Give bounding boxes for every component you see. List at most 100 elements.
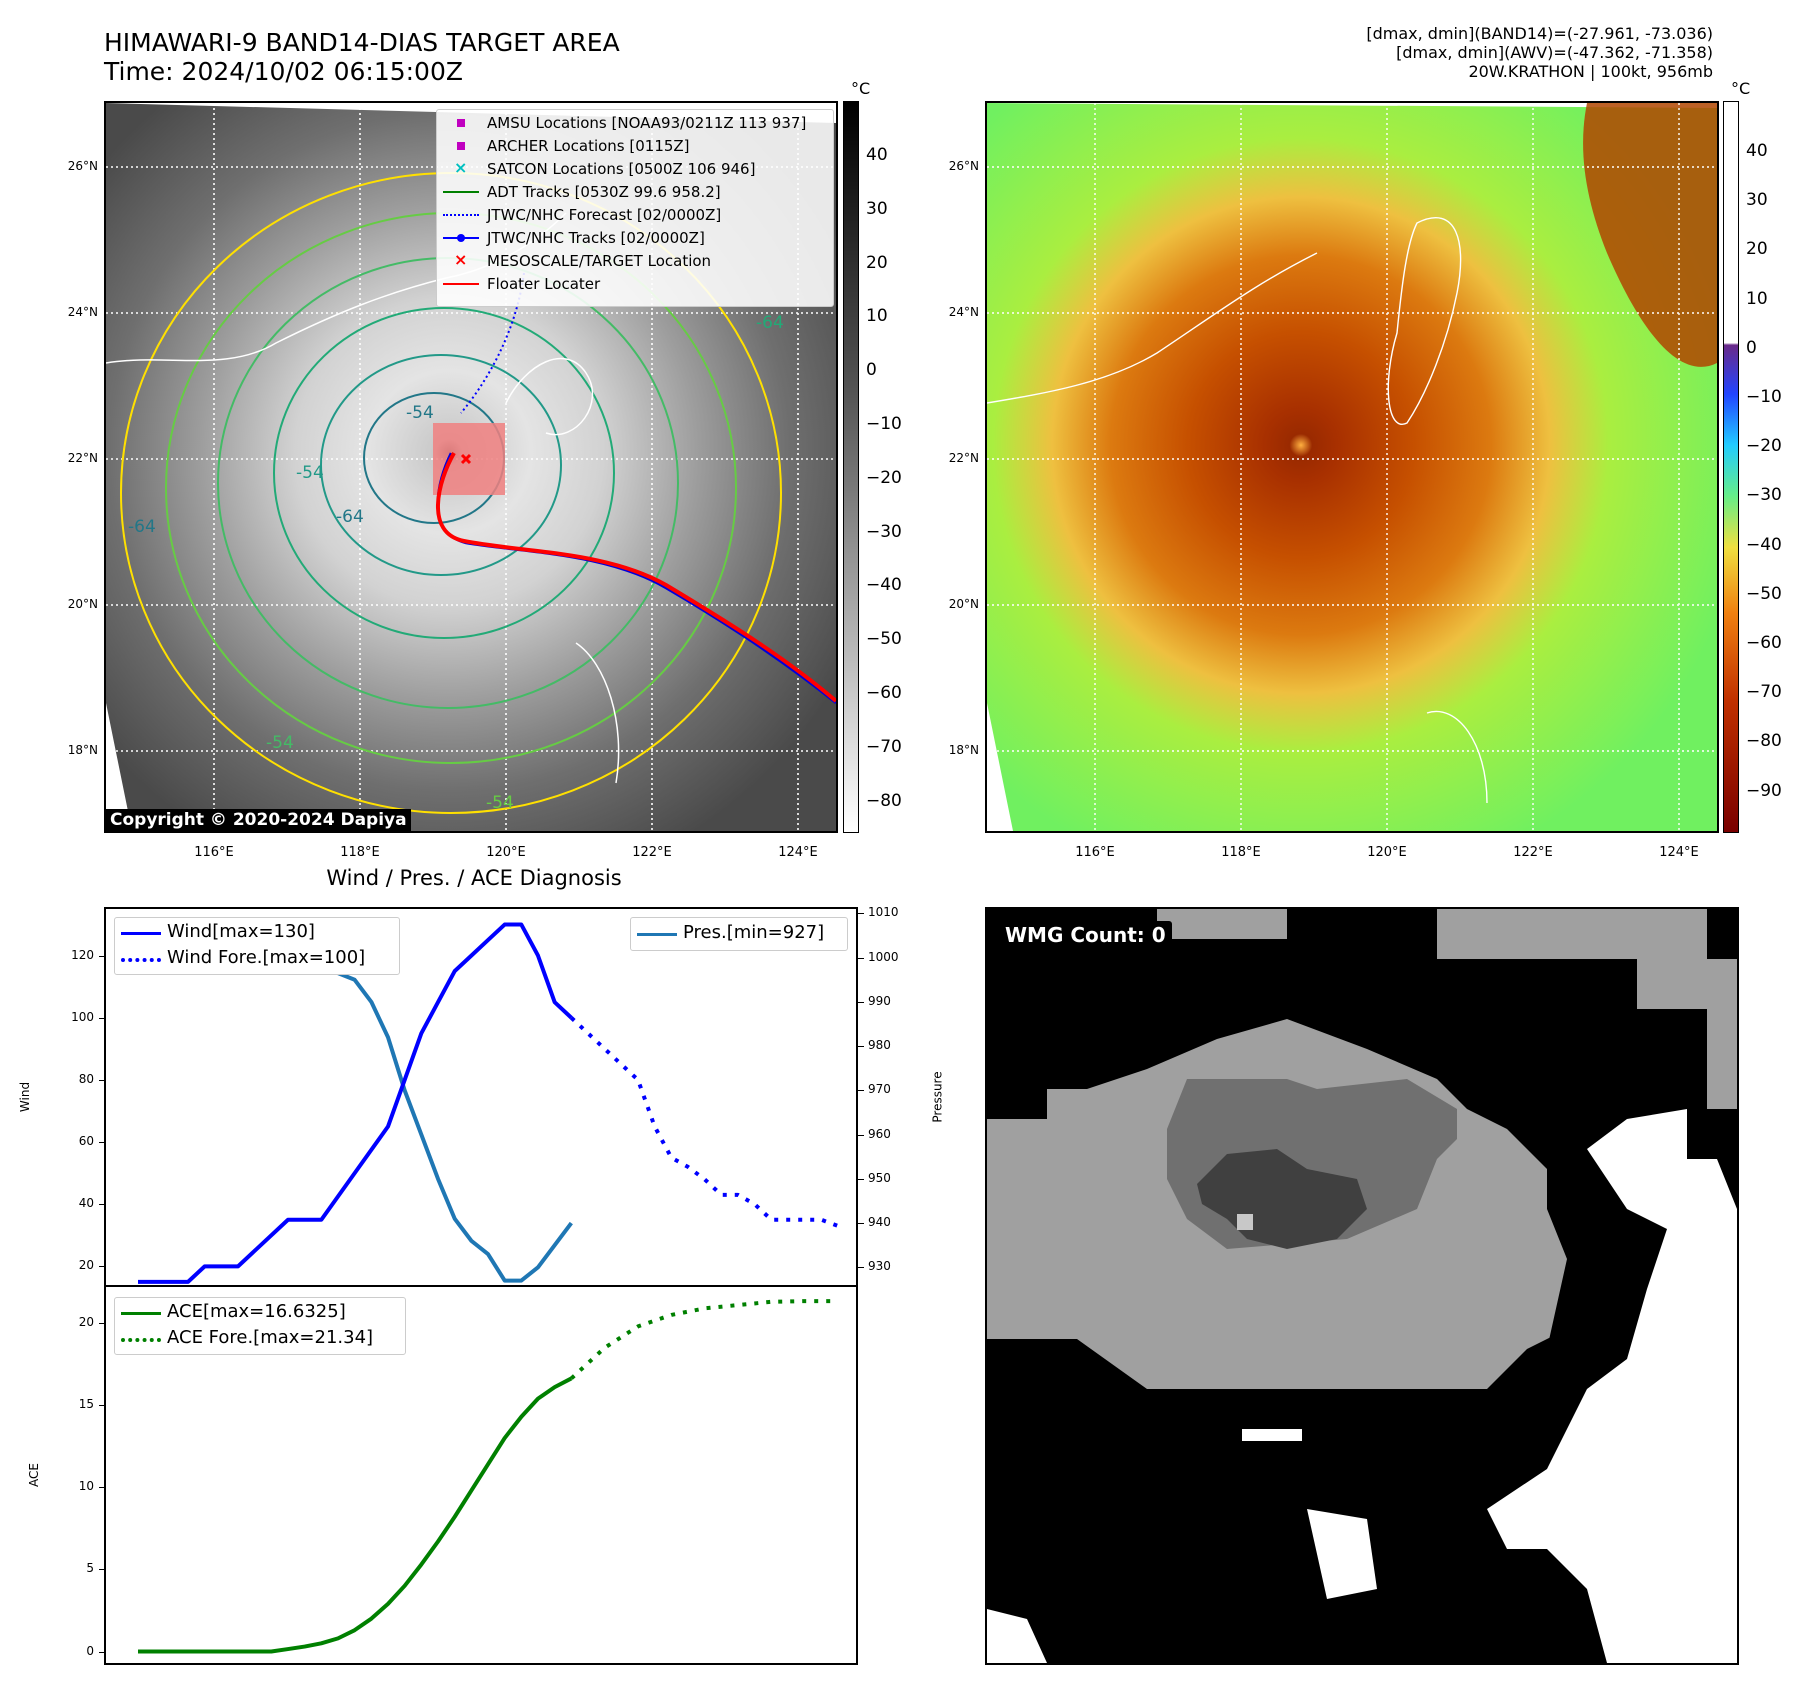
pressure-legend: Pres.[min=927] bbox=[630, 917, 848, 951]
colorbar-tick: −40 bbox=[1746, 534, 1782, 555]
enhanced-ir-panel bbox=[985, 101, 1719, 833]
enhanced-ir-image bbox=[987, 103, 1717, 831]
lat-label: 18°N bbox=[948, 743, 979, 757]
lat-label: 26°N bbox=[67, 159, 98, 173]
colorbar-tick: −70 bbox=[1746, 682, 1782, 703]
colorbar-tick: −20 bbox=[1746, 436, 1782, 457]
lat-label: 20°N bbox=[948, 597, 979, 611]
axis-tick-label: 1010 bbox=[868, 905, 899, 920]
ir-map-legend: AMSU Locations [NOAA93/0211Z 113 937] AR… bbox=[436, 109, 834, 307]
ace-forecast-line bbox=[569, 1299, 838, 1380]
colorbar-tick: 30 bbox=[1746, 190, 1768, 211]
colorbar-tick: −30 bbox=[866, 521, 902, 542]
contour-label: -54 bbox=[406, 403, 434, 423]
enhanced-gridlines bbox=[987, 103, 1717, 831]
colorbar-tick: −50 bbox=[1746, 583, 1782, 604]
ace-line bbox=[138, 1376, 573, 1654]
pressure-line bbox=[138, 920, 573, 1283]
legend-item-pressure: Pres.[min=927] bbox=[637, 921, 824, 945]
axis-tick-mark bbox=[99, 1651, 105, 1653]
axis-tick-mark bbox=[99, 1204, 105, 1206]
lat-label: 24°N bbox=[948, 305, 979, 319]
ir-map-panel: -64 -54 -54 -64 -64 -54 -54 AMSU Locatio… bbox=[104, 101, 838, 833]
ir-colorbar-unit: °C bbox=[851, 79, 871, 98]
colorbar-tick: −30 bbox=[1746, 485, 1782, 506]
axis-tick-label: 1000 bbox=[868, 949, 899, 964]
axis-tick-mark bbox=[99, 1142, 105, 1144]
enhanced-coastlines bbox=[987, 217, 1488, 804]
legend-item-floater: Floater Locater bbox=[441, 273, 600, 293]
axis-tick-mark bbox=[858, 1134, 864, 1136]
axis-tick-label: 5 bbox=[86, 1561, 94, 1576]
colorbar-tick: 30 bbox=[866, 198, 888, 219]
colorbar-tick: −80 bbox=[1746, 731, 1782, 752]
wind-line bbox=[138, 922, 573, 1284]
axis-tick-mark bbox=[99, 1487, 105, 1489]
axis-tick-mark bbox=[99, 1079, 105, 1081]
axis-tick-mark bbox=[858, 1090, 864, 1092]
lon-label: 120°E bbox=[486, 845, 526, 860]
colorbar-tick: 10 bbox=[866, 306, 888, 327]
title-line-1: HIMAWARI-9 BAND14-DIAS TARGET AREA bbox=[104, 28, 620, 57]
contour-label: -54 bbox=[266, 733, 294, 753]
axis-tick-mark bbox=[99, 955, 105, 957]
colorbar-tick: −20 bbox=[866, 467, 902, 488]
legend-item-archer: ARCHER Locations [0115Z] bbox=[441, 135, 690, 155]
colorbar-tick: −10 bbox=[1746, 387, 1782, 407]
axis-tick-mark bbox=[858, 1001, 864, 1003]
lon-label: 116°E bbox=[194, 845, 234, 860]
axis-tick-mark bbox=[99, 1266, 105, 1268]
wmg-count-label: WMG Count: 0 bbox=[999, 921, 1172, 949]
lon-label: 116°E bbox=[1075, 845, 1115, 860]
axis-tick-mark bbox=[858, 913, 864, 915]
ace-axis-label: ACE bbox=[26, 1463, 41, 1487]
colorbar-tick: −10 bbox=[866, 414, 902, 434]
axis-tick-mark bbox=[858, 1178, 864, 1180]
colorbar-tick: 40 bbox=[1746, 141, 1768, 161]
legend-item-ace-forecast: ACE Fore.[max=21.34] bbox=[121, 1326, 373, 1350]
title-line-2: Time: 2024/10/02 06:15:00Z bbox=[104, 57, 463, 86]
legend-item-wind: Wind[max=130] bbox=[121, 920, 315, 944]
lat-label: 26°N bbox=[948, 159, 979, 173]
colorbar-tick: −90 bbox=[1746, 780, 1782, 801]
wind-axis-label: Wind bbox=[18, 1081, 33, 1113]
axis-tick-label: 40 bbox=[78, 1196, 94, 1211]
colorbar-tick: −50 bbox=[866, 629, 902, 650]
axis-tick-mark bbox=[858, 1223, 864, 1225]
colorbar-tick: −60 bbox=[866, 683, 902, 703]
colorbar-tick: 20 bbox=[866, 252, 888, 273]
figure-title: HIMAWARI-9 BAND14-DIAS TARGET AREA Time:… bbox=[104, 28, 620, 86]
storm-info: [dmax, dmin](BAND14)=(-27.961, -73.036) … bbox=[1366, 24, 1713, 81]
band14-range: [dmax, dmin](BAND14)=(-27.961, -73.036) bbox=[1366, 24, 1713, 43]
legend-item-ace: ACE[max=16.6325] bbox=[121, 1300, 346, 1324]
diagnosis-title: Wind / Pres. / ACE Diagnosis bbox=[326, 866, 622, 890]
colorbar-tick: 10 bbox=[1746, 288, 1768, 309]
storm-summary: 20W.KRATHON | 100kt, 956mb bbox=[1468, 62, 1713, 81]
ir-colorbar bbox=[843, 101, 859, 833]
colorbar-tick: 0 bbox=[866, 360, 877, 381]
colorbar-tick: −70 bbox=[866, 736, 902, 757]
axis-tick-mark bbox=[858, 1267, 864, 1269]
lat-label: 22°N bbox=[948, 451, 979, 465]
axis-tick-label: 10 bbox=[78, 1479, 94, 1494]
awv-range: [dmax, dmin](AWV)=(-47.362, -71.358) bbox=[1396, 43, 1713, 62]
axis-tick-label: 930 bbox=[868, 1259, 891, 1274]
mesoscale-target-box bbox=[433, 423, 505, 495]
lon-label: 120°E bbox=[1367, 845, 1407, 860]
floater-track bbox=[436, 452, 836, 703]
enhanced-colorbar bbox=[1723, 101, 1739, 833]
axis-tick-label: 20 bbox=[78, 1258, 94, 1273]
enhanced-colorbar-unit: °C bbox=[1731, 79, 1751, 98]
legend-item-satcon: × SATCON Locations [0500Z 106 946] bbox=[454, 157, 756, 178]
pressure-axis-label: Pressure bbox=[930, 1071, 945, 1123]
wind-forecast-line bbox=[569, 1016, 839, 1228]
legend-item-target: × MESOSCALE/TARGET Location bbox=[454, 249, 712, 270]
contour-label: -54 bbox=[296, 463, 324, 483]
axis-tick-mark bbox=[99, 1405, 105, 1407]
legend-item-tracks: JTWC/NHC Tracks [02/0000Z] bbox=[441, 227, 705, 247]
lon-label: 118°E bbox=[340, 845, 380, 860]
colorbar-tick: −40 bbox=[866, 575, 902, 596]
axis-tick-label: 960 bbox=[868, 1126, 891, 1141]
colorbar-tick: −80 bbox=[866, 790, 902, 811]
axis-tick-label: 60 bbox=[78, 1134, 94, 1149]
